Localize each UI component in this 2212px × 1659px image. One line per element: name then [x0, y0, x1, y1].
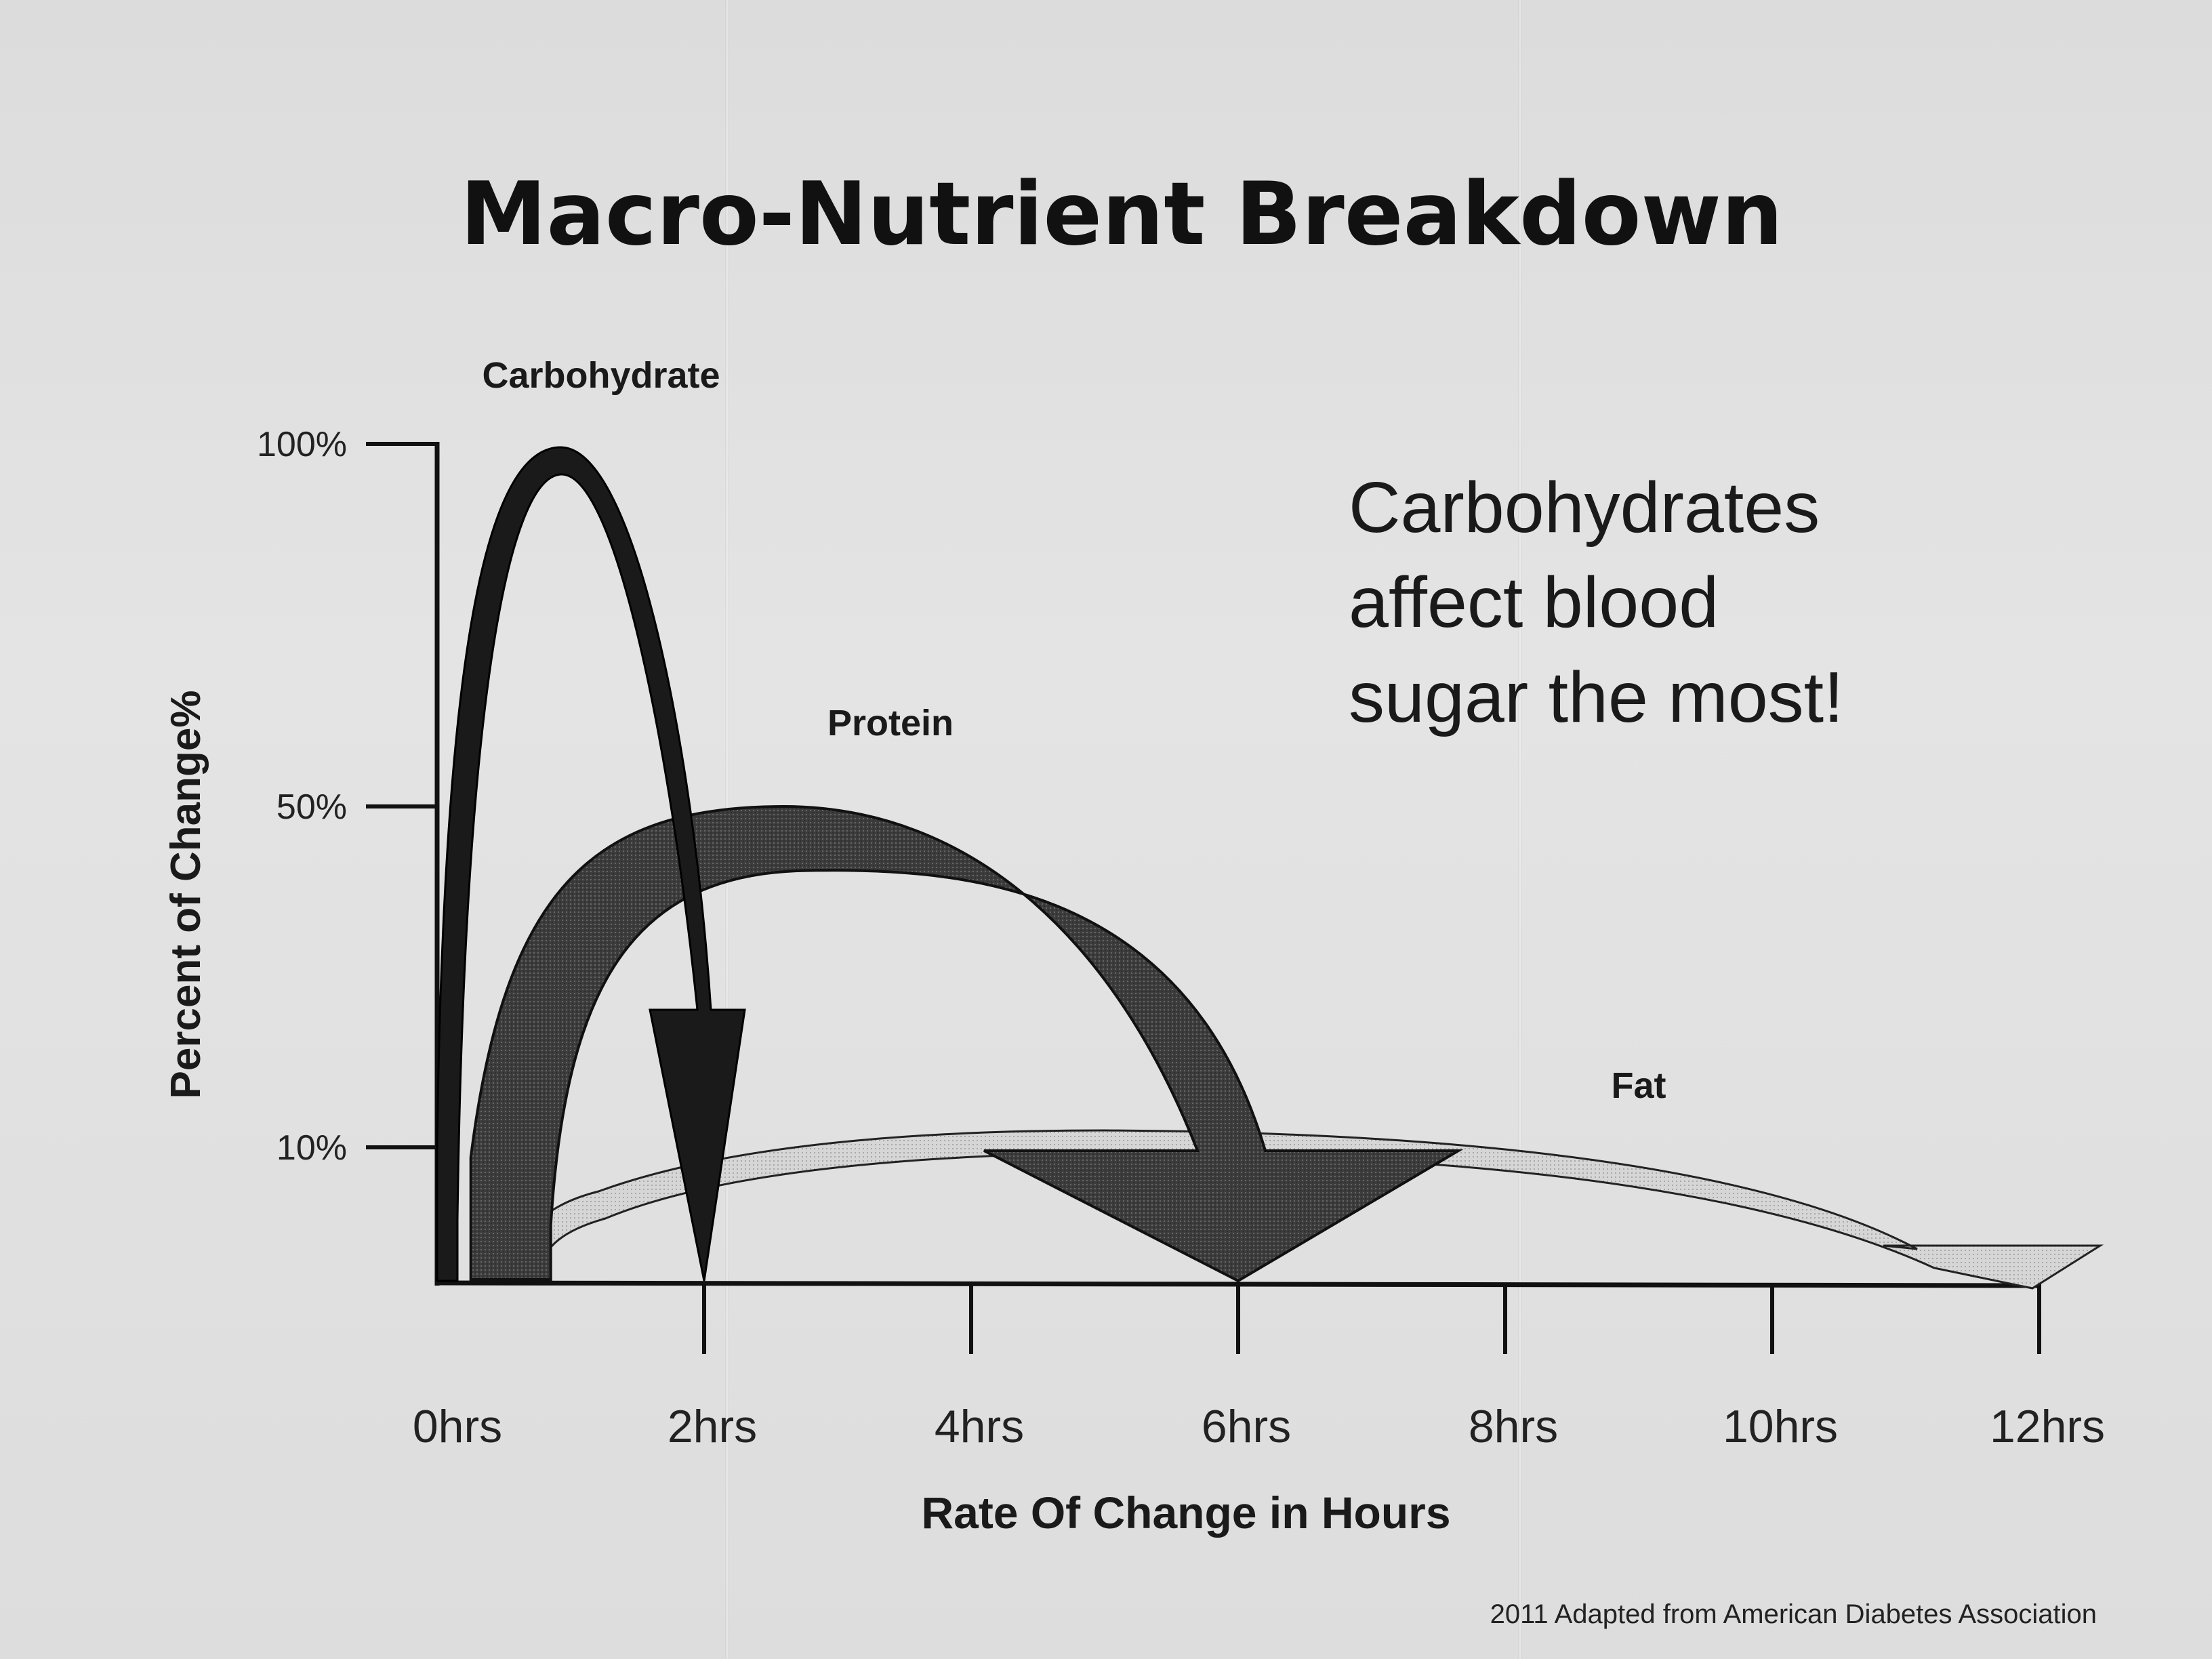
series-label-fat: Fat	[1612, 1065, 1666, 1106]
labels-layer: 10% 50% 100% 0hrs 2hrs 4hrs 6hrs 8hrs 10hrs 12hrs…	[257, 355, 2105, 1452]
y-axis-label: Percent of Change%	[163, 691, 209, 1099]
x-tick-label: 6hrs	[1202, 1401, 1291, 1452]
y-tick-label: 10%	[276, 1128, 347, 1168]
annotation-line-2: affect blood	[1349, 562, 1719, 642]
x-tick-label: 0hrs	[413, 1401, 502, 1452]
axes	[366, 442, 2041, 1354]
x-axis-label: Rate Of Change in Hours	[921, 1488, 1450, 1538]
series-label-carbohydrate: Carbohydrate	[482, 355, 720, 396]
annotation: Carbohydrates affect blood sugar the mos…	[1349, 468, 1844, 737]
annotation-line-3: sugar the most!	[1349, 657, 1844, 737]
y-tick-label: 100%	[257, 425, 347, 464]
x-tick-label: 2hrs	[668, 1401, 757, 1452]
series-carbohydrate	[436, 446, 746, 1282]
series-label-protein: Protein	[827, 703, 954, 743]
annotation-line-1: Carbohydrates	[1349, 468, 1820, 548]
chart-title: Macro-Nutrient Breakdown	[460, 164, 1783, 265]
series-protein	[469, 804, 1464, 1283]
x-tick-label: 10hrs	[1723, 1401, 1838, 1452]
source-note: 2011 Adapted from American Diabetes Asso…	[1490, 1599, 2097, 1629]
x-tick-label: 8hrs	[1469, 1401, 1558, 1452]
paper-fold	[1518, 0, 1522, 1659]
series-layer	[436, 446, 2104, 1290]
series-fat	[516, 1129, 2104, 1290]
x-tick-label: 4hrs	[935, 1401, 1024, 1452]
y-tick-label: 50%	[276, 787, 347, 827]
x-tick-label: 12hrs	[1990, 1401, 2105, 1452]
